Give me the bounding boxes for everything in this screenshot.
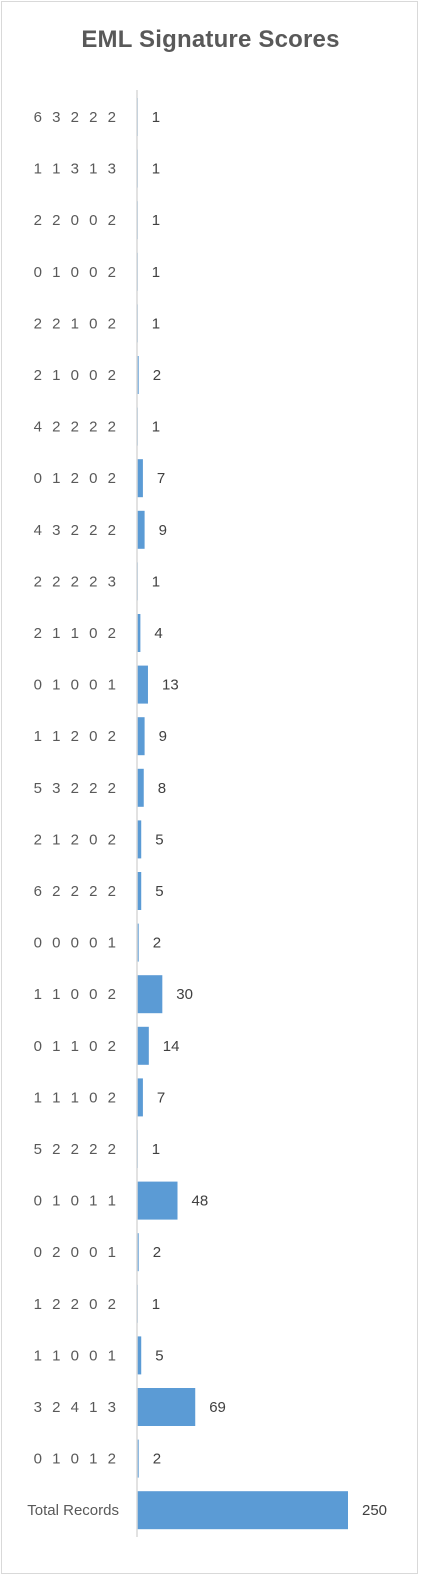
value-label: 1 xyxy=(152,212,160,229)
bar xyxy=(137,1078,143,1117)
value-label: 14 xyxy=(163,1038,180,1055)
category-label: 6 3 2 2 2 xyxy=(34,109,119,126)
bar xyxy=(137,1026,149,1065)
category-label: Total Records xyxy=(27,1502,119,1519)
category-label: 0 1 0 1 1 xyxy=(34,1193,119,1210)
value-label: 69 xyxy=(209,1399,226,1416)
value-label: 48 xyxy=(192,1193,209,1210)
category-label: 1 2 2 0 2 xyxy=(34,1296,119,1313)
bar xyxy=(137,923,139,962)
category-label: 3 2 4 1 3 xyxy=(34,1399,119,1416)
bar xyxy=(137,975,163,1014)
category-label: 1 1 3 1 3 xyxy=(34,161,119,178)
bar xyxy=(137,1439,139,1478)
category-label: 0 1 0 0 2 xyxy=(34,264,119,281)
bar xyxy=(137,356,139,394)
value-label: 1 xyxy=(152,1141,160,1158)
category-label: 2 2 2 2 3 xyxy=(34,573,119,590)
category-label: 2 1 0 0 2 xyxy=(34,367,119,384)
category-label: 4 2 2 2 2 xyxy=(34,419,119,436)
value-label: 9 xyxy=(159,728,167,745)
category-label: 0 1 0 1 2 xyxy=(34,1451,119,1468)
value-label: 9 xyxy=(159,522,167,539)
value-label: 4 xyxy=(154,625,162,642)
value-label: 250 xyxy=(362,1502,387,1519)
value-label: 1 xyxy=(152,264,160,281)
category-label: 2 1 1 0 2 xyxy=(34,625,119,642)
value-label: 5 xyxy=(155,1347,163,1364)
category-label: 0 1 1 0 2 xyxy=(34,1038,119,1055)
category-label: 6 2 2 2 2 xyxy=(34,883,119,900)
value-label: 30 xyxy=(176,986,193,1003)
category-label: 2 2 1 0 2 xyxy=(34,315,119,332)
category-label: 0 0 0 0 1 xyxy=(34,935,119,952)
bar xyxy=(137,1388,196,1426)
value-label: 7 xyxy=(157,470,165,487)
value-label: 7 xyxy=(157,1089,165,1106)
bar xyxy=(137,768,144,807)
category-label: 2 1 2 0 2 xyxy=(34,831,119,848)
bar xyxy=(137,1491,348,1530)
bar xyxy=(137,665,148,704)
value-label: 1 xyxy=(152,573,160,590)
value-label: 1 xyxy=(152,315,160,332)
bar xyxy=(137,614,141,652)
category-label: 4 3 2 2 2 xyxy=(34,522,119,539)
category-labels: 6 3 2 2 2 1 1 3 1 3 2 2 0 0 2 0 1 0 0 2 2 2 … xyxy=(27,109,119,1519)
value-label: 5 xyxy=(155,831,163,848)
chart-title: EML Signature Scores xyxy=(81,26,340,53)
value-label: 1 xyxy=(152,419,160,436)
value-label: 2 xyxy=(153,935,161,952)
category-label: 1 1 1 0 2 xyxy=(34,1089,119,1106)
value-label: 5 xyxy=(155,883,163,900)
bar xyxy=(137,872,142,910)
bar xyxy=(137,459,143,498)
value-label: 13 xyxy=(162,677,179,694)
category-label: 0 2 0 0 1 xyxy=(34,1244,119,1261)
bar xyxy=(137,1181,178,1220)
category-label: 0 1 0 0 1 xyxy=(34,677,119,694)
category-label: 2 2 0 0 2 xyxy=(34,212,119,229)
category-label: 5 3 2 2 2 xyxy=(34,780,119,797)
value-label: 2 xyxy=(153,1244,161,1261)
bar xyxy=(137,717,145,756)
bar xyxy=(137,1336,142,1375)
value-label: 2 xyxy=(153,367,161,384)
bars-layer xyxy=(137,98,348,1530)
value-label: 1 xyxy=(152,109,160,126)
value-label: 1 xyxy=(152,161,160,178)
value-label: 1 xyxy=(152,1296,160,1313)
bar xyxy=(137,510,145,549)
category-label: 1 1 2 0 2 xyxy=(34,728,119,745)
category-label: 1 1 0 0 1 xyxy=(34,1347,119,1364)
bar xyxy=(137,820,142,859)
category-label: 0 1 2 0 2 xyxy=(34,470,119,487)
category-label: 1 1 0 0 2 xyxy=(34,986,119,1003)
bar xyxy=(137,1233,139,1272)
value-label: 8 xyxy=(158,780,166,797)
value-label: 2 xyxy=(153,1451,161,1468)
category-label: 5 2 2 2 2 xyxy=(34,1141,119,1158)
